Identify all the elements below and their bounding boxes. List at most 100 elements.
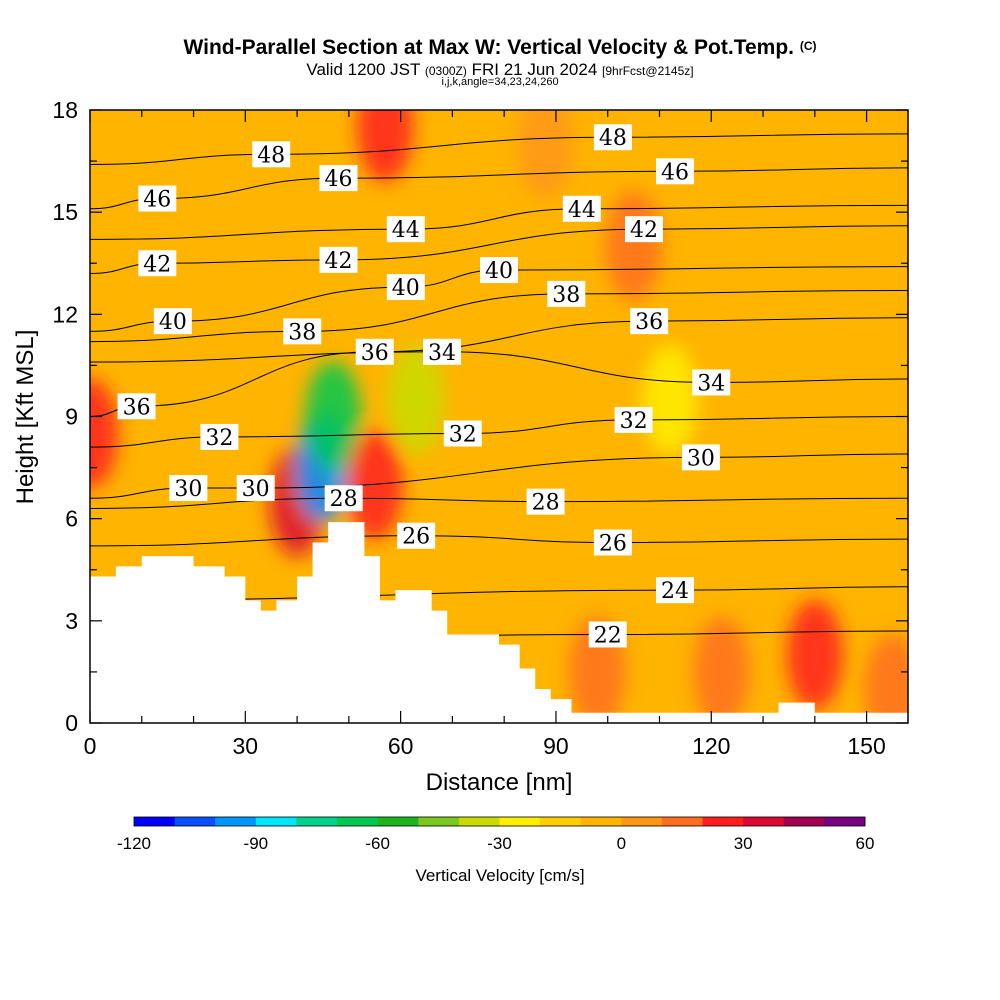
theta-label: 44 xyxy=(392,218,420,243)
theta-label-bg xyxy=(443,420,482,447)
theta-label: 32 xyxy=(620,409,648,434)
theta-label-bg xyxy=(319,165,358,192)
chart-title: Wind-Parallel Section at Max W: Vertical… xyxy=(0,36,1000,60)
theta-label-bg xyxy=(656,158,695,185)
colorbar-swatch xyxy=(377,817,419,826)
y-tick-label: 3 xyxy=(65,608,78,634)
theta-line-26 xyxy=(90,535,908,547)
colorbar-swatch xyxy=(661,817,704,826)
y-tick-label: 12 xyxy=(52,301,78,327)
theta-line-34 xyxy=(90,351,908,383)
theta-label-bg xyxy=(138,250,177,277)
y-tick-label: 6 xyxy=(65,506,78,532)
theta-label: 22 xyxy=(594,623,622,648)
theta-label-bg xyxy=(630,308,669,335)
y-tick-label: 15 xyxy=(52,199,78,225)
velocity-feature-13 xyxy=(517,110,574,200)
colorbar-swatch xyxy=(215,817,257,826)
theta-contour-labels: 22 24 26 26 28 28 30 30 30 32 32 32 34 34 36 36 36 38 38 40… xyxy=(117,124,731,648)
colorbar-frame xyxy=(133,816,866,827)
x-tick-label: 30 xyxy=(233,733,259,759)
velocity-feature-6 xyxy=(388,344,445,455)
theta-label-bg xyxy=(324,485,363,512)
theta-label-bg xyxy=(117,393,156,420)
theta-label: 30 xyxy=(242,477,270,502)
theta-label-bg xyxy=(386,274,425,301)
theta-label: 42 xyxy=(143,252,171,277)
x-axis-label: Distance [nm] xyxy=(426,769,573,796)
colorbar-swatch xyxy=(296,817,338,826)
theta-label-bg xyxy=(138,185,177,212)
theta-line-44 xyxy=(90,204,908,240)
valid-date: FRI 21 Jun 2024 xyxy=(471,60,598,79)
colorbar-swatch xyxy=(418,817,460,826)
theta-line-38 xyxy=(90,289,908,343)
theta-label: 46 xyxy=(143,188,171,213)
theta-label: 38 xyxy=(552,283,580,308)
y-axis-label: Height [Kft MSL] xyxy=(12,330,39,505)
velocity-feature-7 xyxy=(605,191,662,302)
theta-label: 36 xyxy=(635,310,663,335)
theta-label-bg xyxy=(547,280,586,307)
theta-line-28 xyxy=(90,497,908,509)
colorbar-tick-label: -30 xyxy=(487,834,512,853)
colorbar-tick-label: 0 xyxy=(617,834,626,853)
valid-utc: (0300Z) xyxy=(424,64,467,78)
x-tick-label: 150 xyxy=(847,733,885,759)
velocity-feature-9 xyxy=(693,616,750,723)
theta-label-bg xyxy=(200,423,239,450)
theta-label: 40 xyxy=(485,259,513,284)
y-tick-label: 0 xyxy=(65,710,78,736)
forecast-info: [9hrFcst@2145z] xyxy=(602,64,694,78)
theta-label-bg xyxy=(153,308,192,335)
y-tick-label: 18 xyxy=(52,97,78,123)
colorbar-swatch xyxy=(499,817,541,826)
colorbar-swatch xyxy=(580,817,622,826)
colorbar-label: Vertical Velocity [cm/s] xyxy=(415,866,584,885)
theta-label: 36 xyxy=(123,395,151,420)
theta-label-bg xyxy=(692,369,731,396)
colorbar-swatch xyxy=(824,817,866,826)
theta-label-bg xyxy=(355,338,394,365)
colorbar-swatch xyxy=(540,817,582,826)
theta-line-24 xyxy=(90,586,908,601)
colorbar-swatch xyxy=(621,817,663,826)
theta-label-bg xyxy=(236,475,275,502)
colorbar-swatch xyxy=(134,817,176,826)
velocity-feature-2 xyxy=(305,361,362,472)
theta-label: 38 xyxy=(288,320,316,345)
colorbar-swatch xyxy=(174,817,216,826)
velocity-feature-5 xyxy=(357,110,414,183)
theta-label-bg xyxy=(526,488,565,515)
theta-label-bg xyxy=(593,124,632,151)
velocity-feature-12 xyxy=(641,344,698,455)
theta-label-bg xyxy=(656,577,695,604)
section-params: i,j,k,angle=34,23,24,260 xyxy=(441,76,559,88)
colorbar-swatch xyxy=(337,817,379,826)
colorbar-tick-label: -120 xyxy=(117,834,151,853)
colorbar-swatch xyxy=(255,817,297,826)
theta-label-bg xyxy=(614,406,653,433)
colorbar-swatch xyxy=(702,817,744,826)
theta-label-bg xyxy=(386,216,425,243)
theta-label-bg xyxy=(588,621,627,648)
colorbar-tick-label: 30 xyxy=(734,834,753,853)
title-sup: (C) xyxy=(799,39,817,53)
colorbar-tick-label: -90 xyxy=(244,834,269,853)
theta-label: 48 xyxy=(257,143,285,168)
theta-label-bg xyxy=(480,257,518,284)
theta-label-bg xyxy=(283,318,322,345)
theta-label: 30 xyxy=(687,446,715,471)
y-tick-label: 9 xyxy=(65,404,78,430)
theta-label-bg xyxy=(252,141,291,168)
theta-label-bg xyxy=(681,444,720,471)
theta-label: 40 xyxy=(159,310,187,335)
theta-label: 30 xyxy=(174,477,202,502)
title-main: Wind-Parallel Section at Max W: Vertical… xyxy=(183,36,794,59)
theta-label-bg xyxy=(624,216,663,243)
x-tick-label: 60 xyxy=(388,733,414,759)
theta-label: 48 xyxy=(599,126,627,151)
velocity-feature-4 xyxy=(90,378,118,489)
theta-label: 26 xyxy=(402,525,430,550)
